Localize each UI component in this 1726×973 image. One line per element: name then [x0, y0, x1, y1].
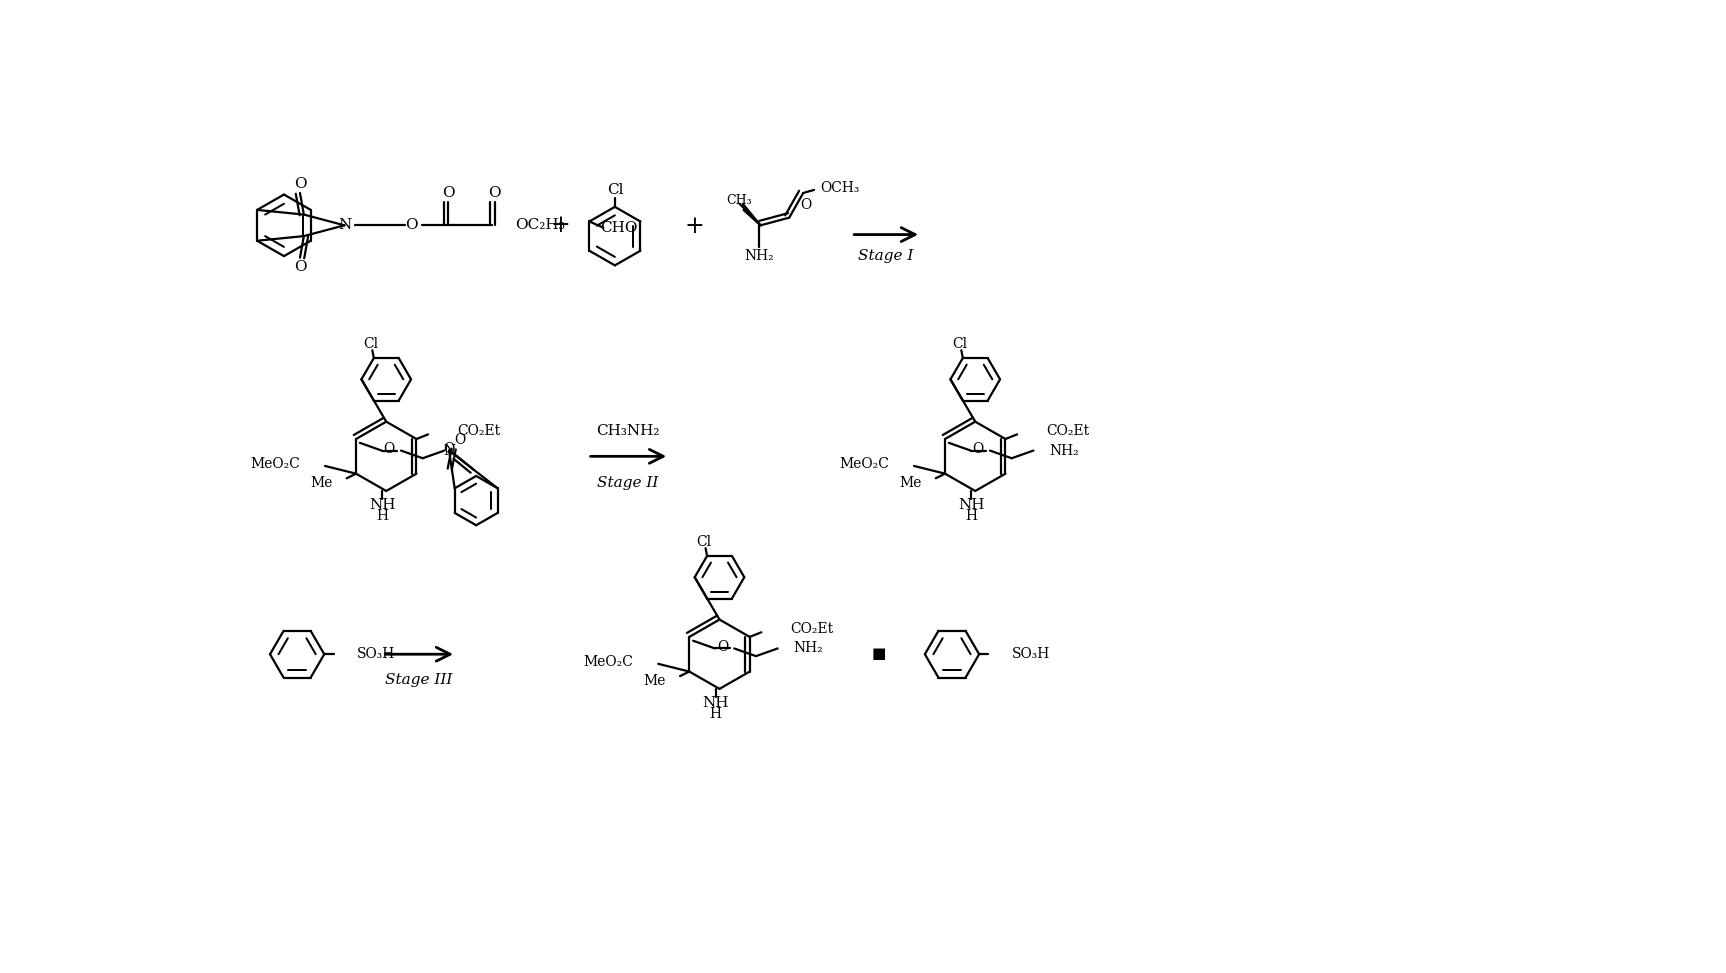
- Text: Stage I: Stage I: [858, 249, 913, 263]
- Text: O: O: [293, 177, 306, 191]
- Text: MeO₂C: MeO₂C: [839, 457, 889, 471]
- Text: H: H: [965, 509, 977, 523]
- Text: CH₃NH₂: CH₃NH₂: [595, 424, 659, 438]
- Text: ■: ■: [872, 647, 885, 662]
- Text: Me: Me: [311, 476, 333, 489]
- Text: SO₃H: SO₃H: [357, 647, 395, 662]
- Text: +: +: [551, 214, 571, 236]
- Text: NH: NH: [369, 498, 395, 512]
- Text: CHO: CHO: [601, 221, 637, 234]
- Text: CO₂Et: CO₂Et: [1046, 424, 1089, 438]
- Text: CO₂Et: CO₂Et: [457, 424, 501, 438]
- Text: MeO₂C: MeO₂C: [250, 457, 300, 471]
- Text: H: H: [709, 706, 721, 721]
- Text: NH₂: NH₂: [1049, 444, 1079, 457]
- Text: O: O: [444, 442, 456, 455]
- Text: CH₃: CH₃: [727, 195, 753, 207]
- Text: Me: Me: [644, 673, 666, 688]
- Text: O: O: [973, 442, 984, 456]
- Text: Cl: Cl: [606, 183, 623, 197]
- Text: Me: Me: [899, 476, 922, 489]
- Text: Cl: Cl: [696, 535, 711, 549]
- Text: +: +: [685, 215, 704, 238]
- Text: Stage III: Stage III: [385, 672, 452, 687]
- Text: O: O: [442, 186, 454, 200]
- Text: SO₃H: SO₃H: [1011, 647, 1049, 662]
- Text: O: O: [293, 260, 306, 274]
- Text: NH₂: NH₂: [744, 249, 773, 263]
- Text: O: O: [716, 640, 728, 654]
- Text: N: N: [338, 218, 350, 233]
- Text: O: O: [454, 433, 466, 448]
- Text: OCH₃: OCH₃: [820, 181, 860, 196]
- Text: MeO₂C: MeO₂C: [583, 655, 633, 669]
- Text: NH: NH: [958, 498, 984, 512]
- Text: OC₂H₅: OC₂H₅: [514, 218, 564, 233]
- Text: CO₂Et: CO₂Et: [791, 622, 834, 636]
- Text: Cl: Cl: [362, 337, 378, 351]
- Text: H: H: [376, 509, 388, 523]
- Text: O: O: [488, 186, 501, 200]
- Text: NH₂: NH₂: [794, 641, 823, 656]
- Text: O: O: [404, 218, 418, 233]
- Text: Cl: Cl: [953, 337, 967, 351]
- Text: O: O: [383, 442, 395, 456]
- Text: O: O: [801, 198, 811, 211]
- Text: N: N: [444, 444, 456, 457]
- Text: Stage II: Stage II: [597, 476, 659, 489]
- Text: NH: NH: [702, 696, 728, 709]
